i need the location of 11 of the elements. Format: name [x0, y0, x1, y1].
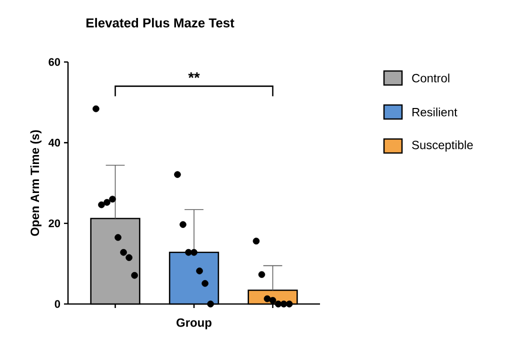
y-tick-label: 40 [48, 138, 60, 147]
annotation: ** [188, 72, 200, 78]
legend-label: Resilient [412, 108, 458, 116]
legend-label: Control [412, 74, 450, 82]
y-tick-label: 20 [48, 219, 60, 228]
legend-label: Susceptible [412, 140, 473, 152]
y-axis-title: Open Arm Time (s) [30, 130, 42, 236]
x-axis-title: Group [176, 318, 212, 330]
y-tick-label: 0 [54, 300, 60, 308]
chart-title: Elevated Plus Maze Test [86, 18, 234, 28]
y-tick-label: 60 [48, 58, 60, 66]
